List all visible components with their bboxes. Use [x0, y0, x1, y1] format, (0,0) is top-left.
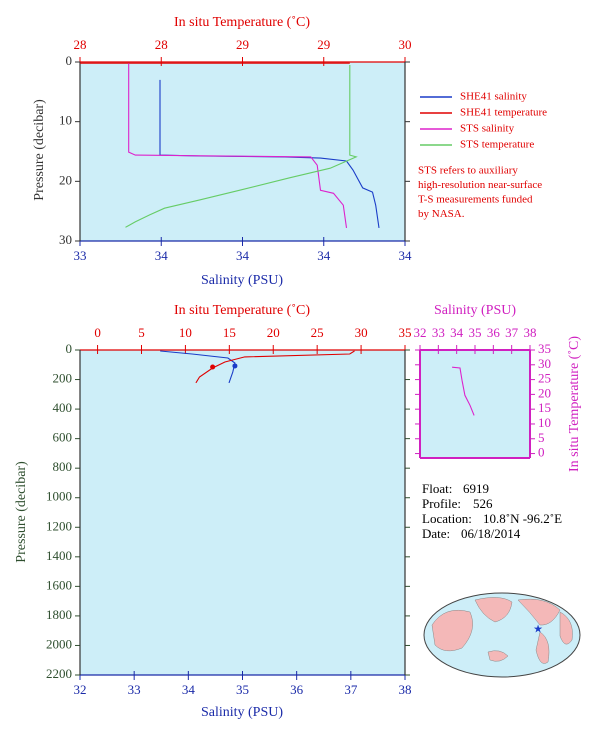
y-tick-label: 1800: [46, 607, 72, 622]
x-tick-label: 33: [128, 682, 141, 697]
y-tick-label: 800: [53, 459, 73, 474]
plot-area: [80, 350, 405, 675]
x-axis-title: Salinity (PSU): [434, 303, 516, 318]
info-label: Float:: [422, 481, 452, 496]
info-label: Location:: [422, 511, 472, 526]
y-tick-label: 1400: [46, 548, 72, 563]
x-axis-title: Salinity (PSU): [201, 705, 283, 720]
profile-point: [210, 364, 216, 370]
y-tick-label: 1200: [46, 518, 72, 533]
profile-line: [125, 65, 358, 228]
x-tick-label: 28: [155, 37, 168, 52]
x-tick-label: 38: [524, 325, 537, 340]
x-tick-label: 34: [155, 248, 169, 263]
y-tick-label: 35: [538, 341, 551, 356]
y-tick-label: 2200: [46, 666, 72, 681]
x2-axis-title: In situ Temperature (˚C): [174, 15, 310, 30]
x-tick-label: 34: [236, 248, 250, 263]
x-tick-label: 37: [344, 682, 358, 697]
x-tick-label: 32: [74, 682, 87, 697]
x-tick-label: 25: [311, 325, 324, 340]
x-tick-label: 30: [399, 37, 412, 52]
y-tick-label: 30: [59, 232, 72, 247]
x-tick-label: 5: [138, 325, 145, 340]
chart-panel: 32 33 34 35 36 37 38 0 5 10 15 20 25 30 35 0 200 400 600 80…: [14, 303, 411, 720]
x-tick-label: 37: [505, 325, 519, 340]
info-label: Profile:: [422, 496, 461, 511]
x-tick-label: 30: [355, 325, 368, 340]
info-value: 6919: [463, 481, 489, 496]
profile-point: [232, 363, 238, 369]
annotation: by NASA.: [418, 208, 465, 220]
x-tick-label: 36: [487, 325, 501, 340]
y-tick-label: 1600: [46, 577, 72, 592]
x-tick-label: 34: [182, 682, 196, 697]
annotation: high-resolution near-surface: [418, 179, 542, 191]
info-value: 10.8˚N -96.2˚E: [483, 511, 562, 526]
plot-area: [420, 350, 530, 458]
x-tick-label: 34: [450, 325, 464, 340]
y-tick-label: 1000: [46, 489, 72, 504]
chart-panel: 33 34 34 34 34 28 28 29 29 30 0 10 20 30 Salinity (PSU…: [32, 15, 547, 288]
x-tick-label: 34: [399, 248, 413, 263]
info-value: 06/18/2014: [461, 526, 521, 541]
y-tick-label: 10: [59, 113, 72, 128]
x-tick-label: 29: [317, 37, 330, 52]
y-tick-label: 2000: [46, 636, 72, 651]
x-tick-label: 34: [317, 248, 331, 263]
y-tick-label: 15: [538, 400, 551, 415]
y-tick-label: 600: [53, 430, 73, 445]
annotation: STS refers to auxiliary: [418, 165, 518, 177]
y-tick-label: 30: [538, 356, 551, 371]
x-tick-label: 35: [399, 325, 412, 340]
profile-line: [195, 350, 355, 384]
x-tick-label: 20: [267, 325, 280, 340]
y-axis-title: In situ Temperature (˚C): [567, 336, 582, 472]
x-tick-label: 33: [74, 248, 87, 263]
x-tick-label: 35: [236, 682, 249, 697]
legend-label: SHE41 salinity: [460, 91, 527, 103]
world-map: ★: [423, 592, 581, 678]
x-tick-label: 33: [432, 325, 445, 340]
annotation: T-S measurements funded: [418, 194, 533, 206]
y-tick-label: 20: [59, 172, 72, 187]
x-tick-label: 15: [223, 325, 236, 340]
y-tick-label: 400: [53, 400, 73, 415]
y-tick-label: 200: [53, 371, 73, 386]
legend-label: STS temperature: [460, 139, 534, 151]
profile-line: [128, 63, 348, 228]
svg-text:★: ★: [533, 624, 543, 636]
x-tick-label: 28: [74, 37, 87, 52]
x-tick-label: 36: [290, 682, 304, 697]
y-tick-label: 10: [538, 415, 551, 430]
info-value: 526: [473, 496, 493, 511]
x-tick-label: 0: [94, 325, 101, 340]
plot-area: [80, 62, 405, 241]
legend-label: SHE41 temperature: [460, 107, 547, 119]
info-label: Date:: [422, 526, 450, 541]
y-tick-label: 25: [538, 371, 551, 386]
x-tick-label: 10: [179, 325, 192, 340]
y-tick-label: 0: [538, 445, 545, 460]
y-axis-title: Pressure (decibar): [32, 99, 47, 201]
x-tick-label: 32: [414, 325, 427, 340]
y-axis-title: Pressure (decibar): [14, 461, 29, 563]
y-tick-label: 0: [66, 341, 73, 356]
y-tick-label: 5: [538, 430, 545, 445]
legend-label: STS salinity: [460, 123, 515, 135]
y-tick-label: 0: [66, 53, 73, 68]
x-tick-label: 38: [399, 682, 412, 697]
profile-line: [452, 366, 475, 416]
x-tick-label: 29: [236, 37, 249, 52]
x-tick-label: 35: [469, 325, 482, 340]
y-tick-label: 20: [538, 385, 551, 400]
x-axis-title: Salinity (PSU): [201, 273, 283, 288]
x2-axis-title: In situ Temperature (˚C): [174, 303, 310, 318]
